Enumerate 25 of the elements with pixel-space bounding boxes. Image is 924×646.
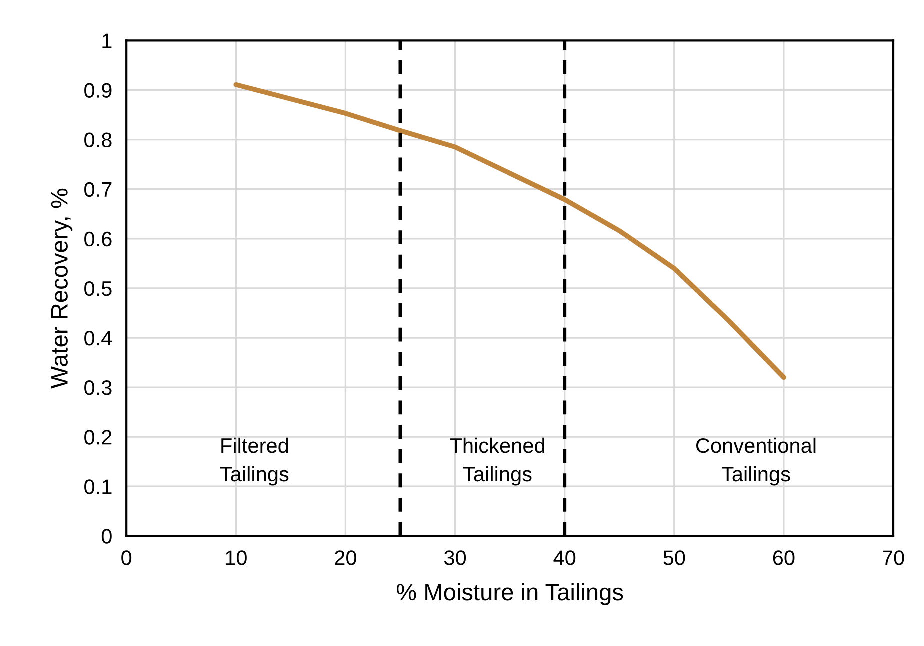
x-tick-label: 20: [335, 550, 356, 566]
line-series: [234, 82, 786, 380]
x-tick-label: 60: [773, 550, 795, 566]
x-tick-label: 30: [444, 550, 466, 566]
annotation: Thickened Tailings: [450, 438, 544, 486]
x-axis-title: % Moisture in Tailings: [396, 583, 624, 606]
y-tick-label: 0.3: [84, 380, 112, 396]
y-tick-label: 0.1: [84, 480, 112, 494]
annotation: Filtered Tailings: [220, 438, 289, 486]
x-tick-label: 0: [122, 550, 132, 566]
y-axis-title: Water Recovery, %: [51, 188, 73, 389]
x-tick-label: 50: [664, 550, 686, 566]
y-tick-label: 0.6: [84, 232, 112, 247]
y-tick-label: 0.9: [84, 83, 112, 98]
y-tick-label: 0.8: [84, 132, 112, 148]
x-tick-label: 70: [882, 550, 904, 566]
y-tick-label: 0.4: [84, 330, 112, 346]
x-tick-label: 40: [554, 550, 576, 566]
y-tick-label: 0.7: [84, 182, 112, 198]
y-tick-label: 0: [102, 529, 112, 544]
x-tick-label: 10: [226, 550, 247, 566]
annotation: Conventional Tailings: [696, 438, 816, 486]
y-tick-label: 0.5: [84, 281, 112, 296]
y-tick-label: 1: [102, 34, 112, 48]
y-tick-label: 0.2: [84, 430, 112, 445]
